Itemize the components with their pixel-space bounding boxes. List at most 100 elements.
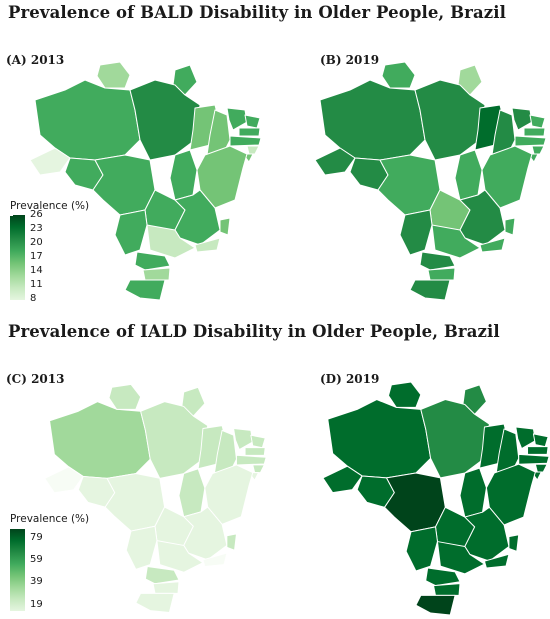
state-region bbox=[226, 533, 237, 551]
legend-tick: 23 bbox=[30, 223, 43, 234]
state-region bbox=[479, 237, 506, 253]
state-region bbox=[252, 464, 265, 474]
legend-tick: 19 bbox=[30, 599, 43, 610]
state-region bbox=[433, 583, 461, 596]
state-region bbox=[244, 447, 266, 456]
state-region bbox=[481, 145, 533, 209]
legend-bald: Prevalence (%) 26 23 20 17 14 11 8 bbox=[10, 200, 90, 305]
state-region bbox=[219, 217, 231, 236]
state-region bbox=[156, 540, 204, 573]
state-region bbox=[125, 525, 158, 570]
map-iald-2019 bbox=[322, 381, 550, 615]
state-region bbox=[152, 581, 180, 594]
state-region bbox=[420, 399, 490, 479]
state-region bbox=[534, 463, 548, 473]
legend-colorbar bbox=[10, 215, 25, 300]
state-region bbox=[174, 189, 221, 246]
state-region bbox=[459, 467, 487, 518]
legend-tick: 14 bbox=[30, 265, 43, 276]
state-region bbox=[454, 149, 483, 201]
panel-label-b: (B) 2019 bbox=[320, 53, 380, 67]
state-region bbox=[108, 383, 142, 410]
panel-label-a: (A) 2013 bbox=[6, 53, 65, 67]
state-region bbox=[431, 224, 481, 259]
state-region bbox=[169, 149, 198, 201]
state-region bbox=[436, 541, 485, 575]
legend-title: Prevalence (%) bbox=[10, 200, 90, 212]
state-region bbox=[322, 465, 363, 494]
state-region bbox=[142, 267, 171, 281]
state-region bbox=[196, 145, 248, 209]
state-region bbox=[511, 107, 533, 131]
state-region bbox=[114, 209, 148, 256]
state-region bbox=[464, 506, 510, 562]
state-region bbox=[459, 189, 506, 246]
title-iald: Prevalence of IALD Disability in Older P… bbox=[8, 322, 500, 341]
state-region bbox=[527, 446, 549, 455]
state-region bbox=[483, 553, 510, 569]
state-region bbox=[405, 526, 438, 572]
state-region bbox=[146, 224, 196, 259]
state-region bbox=[104, 473, 166, 532]
state-region bbox=[377, 154, 441, 216]
state-region bbox=[178, 468, 206, 518]
title-bald: Prevalence of BALD Disability in Older P… bbox=[8, 3, 506, 22]
state-region bbox=[129, 79, 201, 161]
state-region bbox=[44, 466, 84, 494]
state-region bbox=[172, 64, 198, 96]
map-bald-2019 bbox=[314, 61, 547, 300]
state-region bbox=[409, 279, 451, 300]
legend-tick: 20 bbox=[30, 237, 43, 248]
legend-tick: 59 bbox=[30, 554, 43, 565]
map-bald-2013 bbox=[29, 61, 262, 300]
state-region bbox=[504, 217, 516, 236]
state-region bbox=[427, 267, 456, 281]
state-region bbox=[124, 279, 166, 300]
state-region bbox=[34, 79, 141, 161]
state-region bbox=[514, 135, 547, 147]
legend-tick: 17 bbox=[30, 251, 43, 262]
state-region bbox=[181, 386, 206, 417]
state-region bbox=[531, 145, 545, 155]
state-region bbox=[96, 61, 131, 89]
state-region bbox=[49, 401, 151, 479]
state-region bbox=[523, 127, 546, 137]
state-region bbox=[204, 464, 254, 525]
state-region bbox=[381, 61, 416, 89]
state-region bbox=[425, 567, 461, 587]
state-region bbox=[518, 453, 550, 465]
state-region bbox=[238, 127, 261, 137]
state-region bbox=[414, 79, 486, 161]
legend-tick: 26 bbox=[30, 209, 43, 220]
state-region bbox=[319, 79, 426, 161]
state-region bbox=[235, 454, 267, 466]
state-region bbox=[135, 592, 175, 613]
legend-tick: 8 bbox=[30, 293, 37, 304]
state-region bbox=[202, 552, 228, 567]
panel-label-d: (D) 2019 bbox=[320, 372, 380, 386]
state-region bbox=[144, 566, 180, 585]
state-region bbox=[244, 114, 261, 129]
state-region bbox=[183, 506, 228, 561]
state-region bbox=[515, 426, 536, 450]
legend-iald: Prevalence (%) 79 59 39 19 bbox=[10, 513, 90, 613]
state-region bbox=[419, 251, 456, 271]
state-region bbox=[229, 135, 262, 147]
state-region bbox=[226, 107, 248, 131]
state-region bbox=[327, 399, 432, 479]
state-region bbox=[384, 472, 446, 533]
legend-tick: 79 bbox=[30, 532, 43, 543]
state-region bbox=[140, 401, 209, 479]
state-region bbox=[233, 428, 254, 451]
legend-tick: 39 bbox=[30, 576, 43, 587]
state-region bbox=[529, 114, 546, 129]
legend-tick: 11 bbox=[30, 279, 43, 290]
state-region bbox=[457, 64, 483, 96]
state-region bbox=[29, 147, 71, 176]
state-region bbox=[250, 434, 266, 449]
state-region bbox=[92, 154, 156, 216]
state-region bbox=[194, 237, 221, 253]
state-region bbox=[246, 145, 260, 155]
map-iald-2013 bbox=[44, 383, 267, 613]
state-region bbox=[314, 147, 356, 176]
